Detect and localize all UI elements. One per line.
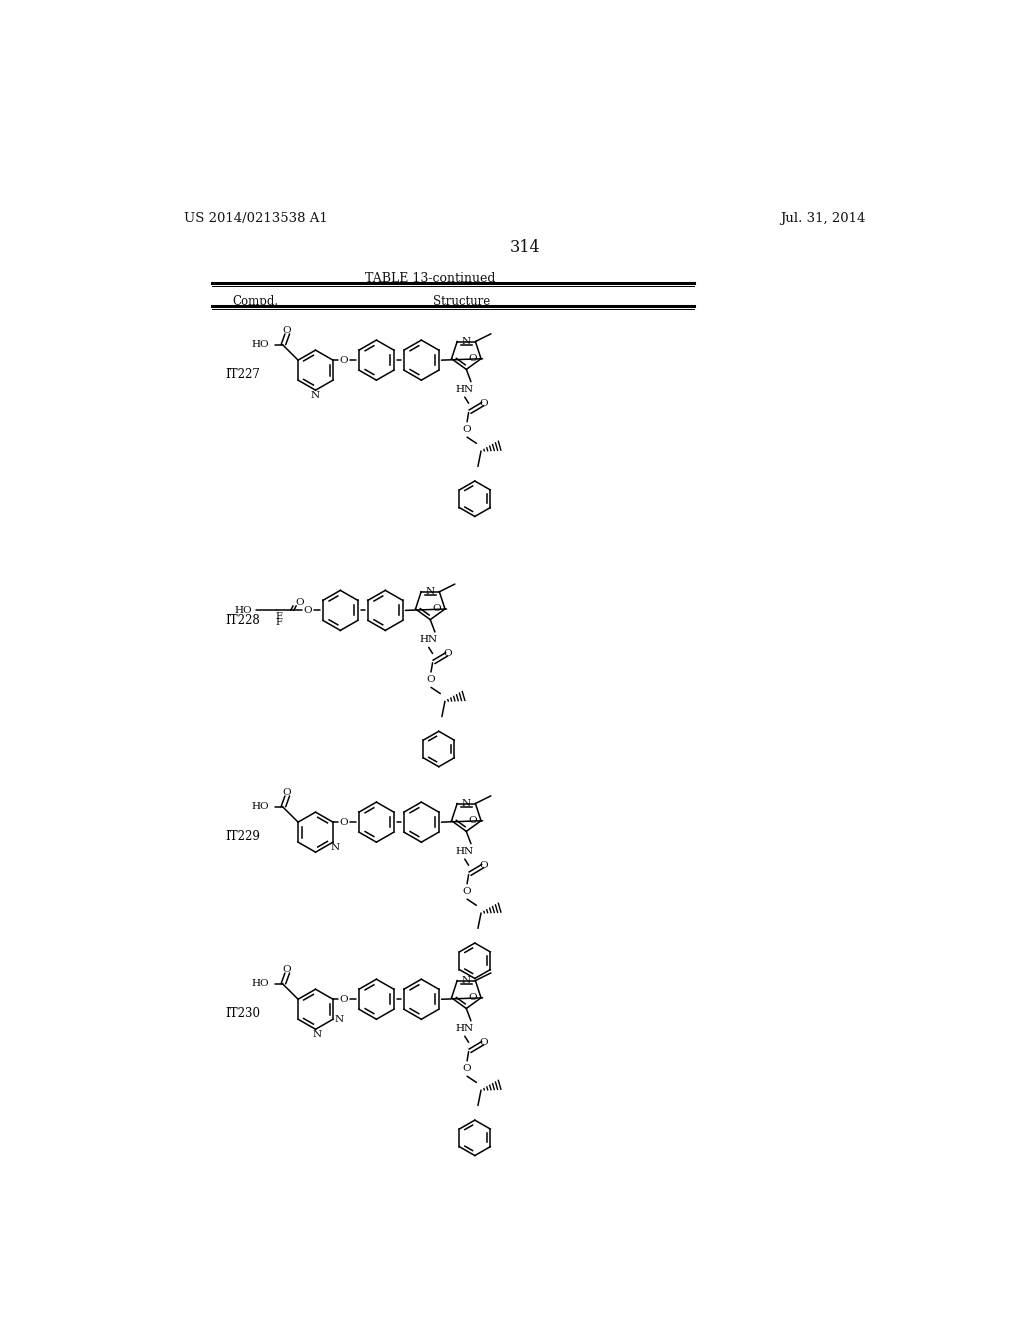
- Text: HO: HO: [251, 979, 268, 989]
- Text: N: N: [312, 1030, 322, 1039]
- Text: HO: HO: [234, 606, 252, 615]
- Text: HN: HN: [456, 1024, 474, 1034]
- Text: O: O: [463, 1064, 471, 1073]
- Text: O: O: [340, 817, 348, 826]
- Text: IT228: IT228: [225, 614, 260, 627]
- Text: Structure: Structure: [432, 296, 489, 309]
- Text: O: O: [283, 965, 291, 974]
- Text: O: O: [469, 994, 477, 1002]
- Text: TABLE 13-continued: TABLE 13-continued: [365, 272, 496, 285]
- Text: N: N: [335, 1015, 344, 1024]
- Text: O: O: [480, 399, 488, 408]
- Text: N: N: [331, 843, 340, 851]
- Text: O: O: [340, 995, 348, 1003]
- Text: IT229: IT229: [225, 829, 260, 842]
- Text: IT230: IT230: [225, 1007, 260, 1019]
- Text: N: N: [462, 975, 471, 985]
- Text: N: N: [462, 337, 471, 346]
- Text: O: O: [480, 861, 488, 870]
- Text: O: O: [432, 605, 441, 614]
- Text: O: O: [463, 887, 471, 896]
- Text: HO: HO: [251, 803, 268, 812]
- Text: O: O: [480, 1038, 488, 1047]
- Text: O: O: [340, 355, 348, 364]
- Text: N: N: [311, 391, 321, 400]
- Text: O: O: [296, 598, 304, 607]
- Text: HN: HN: [456, 847, 474, 855]
- Text: IT227: IT227: [225, 367, 260, 380]
- Text: HN: HN: [420, 635, 438, 644]
- Text: O: O: [283, 326, 291, 335]
- Text: HO: HO: [251, 341, 268, 350]
- Text: Jul. 31, 2014: Jul. 31, 2014: [780, 213, 866, 226]
- Text: F: F: [275, 612, 283, 620]
- Text: US 2014/0213538 A1: US 2014/0213538 A1: [183, 213, 328, 226]
- Text: Compd.: Compd.: [232, 296, 279, 309]
- Text: O: O: [469, 816, 477, 825]
- Text: HN: HN: [456, 385, 474, 393]
- Text: O: O: [469, 354, 477, 363]
- Text: O: O: [463, 425, 471, 434]
- Text: O: O: [443, 649, 453, 657]
- Text: O: O: [283, 788, 291, 797]
- Text: O: O: [427, 676, 435, 684]
- Text: N: N: [462, 799, 471, 808]
- Text: N: N: [426, 587, 435, 597]
- Text: O: O: [303, 606, 312, 615]
- Text: 314: 314: [510, 239, 540, 256]
- Text: F: F: [275, 618, 283, 627]
